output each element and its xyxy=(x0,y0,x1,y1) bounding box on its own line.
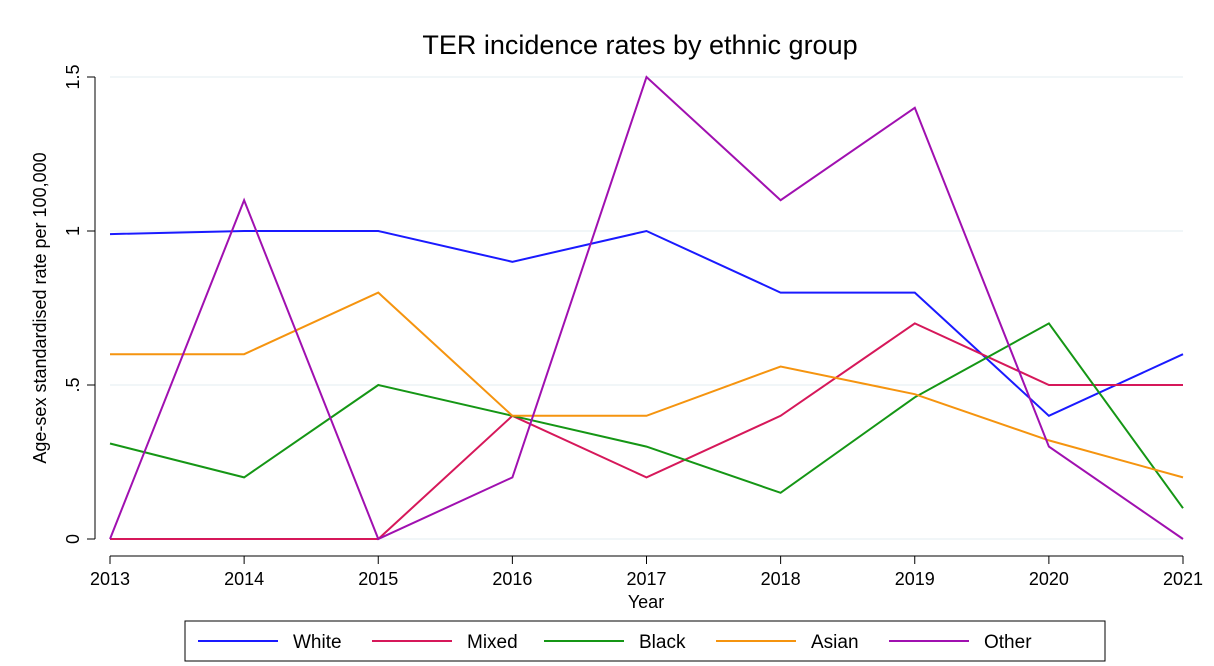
x-tick-label: 2016 xyxy=(492,569,532,589)
x-tick-label: 2021 xyxy=(1163,569,1203,589)
series-line-other xyxy=(109,75,1184,541)
chart-title: TER incidence rates by ethnic group xyxy=(422,30,857,60)
gridlines xyxy=(110,76,1183,540)
y-tick-label: .5 xyxy=(63,377,83,392)
x-tick-label: 2015 xyxy=(358,569,398,589)
legend-label-white: White xyxy=(293,632,342,653)
legend-label-black: Black xyxy=(639,632,686,653)
legend-label-other: Other xyxy=(984,632,1032,653)
x-tick-label: 2014 xyxy=(224,569,264,589)
series-line-mixed xyxy=(110,322,1183,540)
x-axis-label: Year xyxy=(628,592,664,612)
legend-label-asian: Asian xyxy=(811,632,859,653)
y-tick-label: 1.5 xyxy=(63,64,83,89)
series-line-black xyxy=(109,322,1184,509)
x-tick-label: 2013 xyxy=(90,569,130,589)
series-line-asian xyxy=(110,291,1184,479)
axes: 0 .5 1 1.5 2013 2014 2015 2016 2017 2018 2019 2020 2… xyxy=(63,64,1203,589)
x-tick-label: 2020 xyxy=(1029,569,1069,589)
legend-label-mixed: Mixed xyxy=(467,632,518,653)
y-tick-label: 0 xyxy=(63,534,83,544)
y-tick-label: 1 xyxy=(63,226,83,236)
series-lines xyxy=(109,75,1184,541)
series-line-white xyxy=(109,229,1184,417)
legend: White Mixed Black Asian Other xyxy=(184,620,1106,662)
x-tick-label: 2018 xyxy=(761,569,801,589)
y-axis-label: Age-sex standardised rate per 100,000 xyxy=(30,152,50,463)
x-tick-label: 2017 xyxy=(626,569,666,589)
x-tick-label: 2019 xyxy=(895,569,935,589)
